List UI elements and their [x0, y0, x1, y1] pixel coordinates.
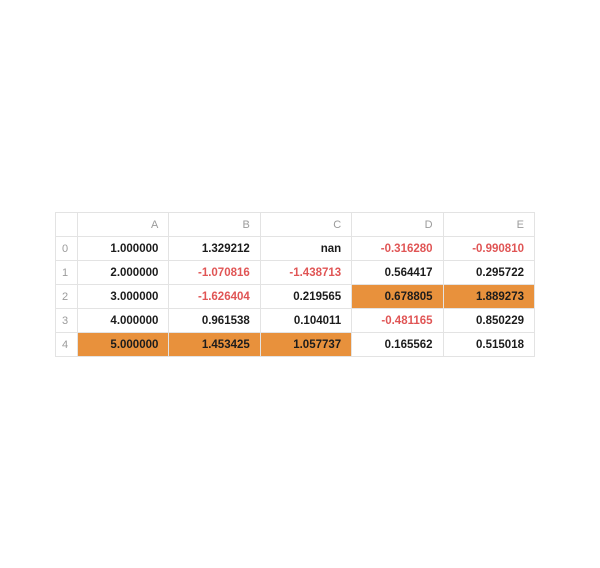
- table-cell: 2.000000: [76, 260, 170, 285]
- table-cell: 0.678805: [351, 284, 444, 309]
- table-cell: 0.850229: [442, 308, 536, 333]
- table-cell: 0.104011: [259, 308, 353, 333]
- table-cell: -0.481165: [351, 308, 444, 333]
- table-row: 2 3.000000 -1.626404 0.219565 0.678805 1.8892…: [55, 284, 536, 309]
- table-cell: -1.626404: [168, 284, 261, 309]
- table-cell: 1.000000: [76, 236, 170, 261]
- table-cell: 4.000000: [76, 308, 170, 333]
- table-row: 3 4.000000 0.961538 0.104011 -0.481165 0.8502…: [55, 308, 536, 333]
- table-cell: 0.165562: [351, 332, 444, 357]
- row-index: 3: [55, 308, 78, 333]
- table-cell: 1.329212: [168, 236, 261, 261]
- row-index: 2: [55, 284, 78, 309]
- table-row: 1 2.000000 -1.070816 -1.438713 0.564417 0.295…: [55, 260, 536, 285]
- column-header-e: E: [442, 212, 536, 237]
- table-cell: -0.990810: [442, 236, 536, 261]
- row-index: 1: [55, 260, 78, 285]
- column-header-c: C: [259, 212, 353, 237]
- row-index: 4: [55, 332, 78, 357]
- column-header-b: B: [168, 212, 261, 237]
- table-cell: 1.889273: [442, 284, 536, 309]
- table-body: 0 1.000000 1.329212 nan -0.316280 -0.990810 1 2…: [55, 236, 536, 357]
- table-cell: 1.453425: [168, 332, 261, 357]
- table-cell: 0.515018: [442, 332, 536, 357]
- column-header-a: A: [76, 212, 170, 237]
- table-cell: 5.000000: [76, 332, 170, 357]
- table-cell: 1.057737: [259, 332, 353, 357]
- column-header-d: D: [351, 212, 444, 237]
- row-index: 0: [55, 236, 78, 261]
- table-cell: 3.000000: [76, 284, 170, 309]
- table-cell: 0.961538: [168, 308, 261, 333]
- table-cell: 0.219565: [259, 284, 353, 309]
- table-cell: nan: [259, 236, 353, 261]
- table-row: 4 5.000000 1.453425 1.057737 0.165562 0.51501…: [55, 332, 536, 357]
- table-cell: 0.564417: [351, 260, 444, 285]
- table-cell: -0.316280: [351, 236, 444, 261]
- table-row: 0 1.000000 1.329212 nan -0.316280 -0.990810: [55, 236, 536, 261]
- table-cell: -1.070816: [168, 260, 261, 285]
- corner-blank-header: [55, 212, 78, 237]
- table-cell: -1.438713: [259, 260, 353, 285]
- table-cell: 0.295722: [442, 260, 536, 285]
